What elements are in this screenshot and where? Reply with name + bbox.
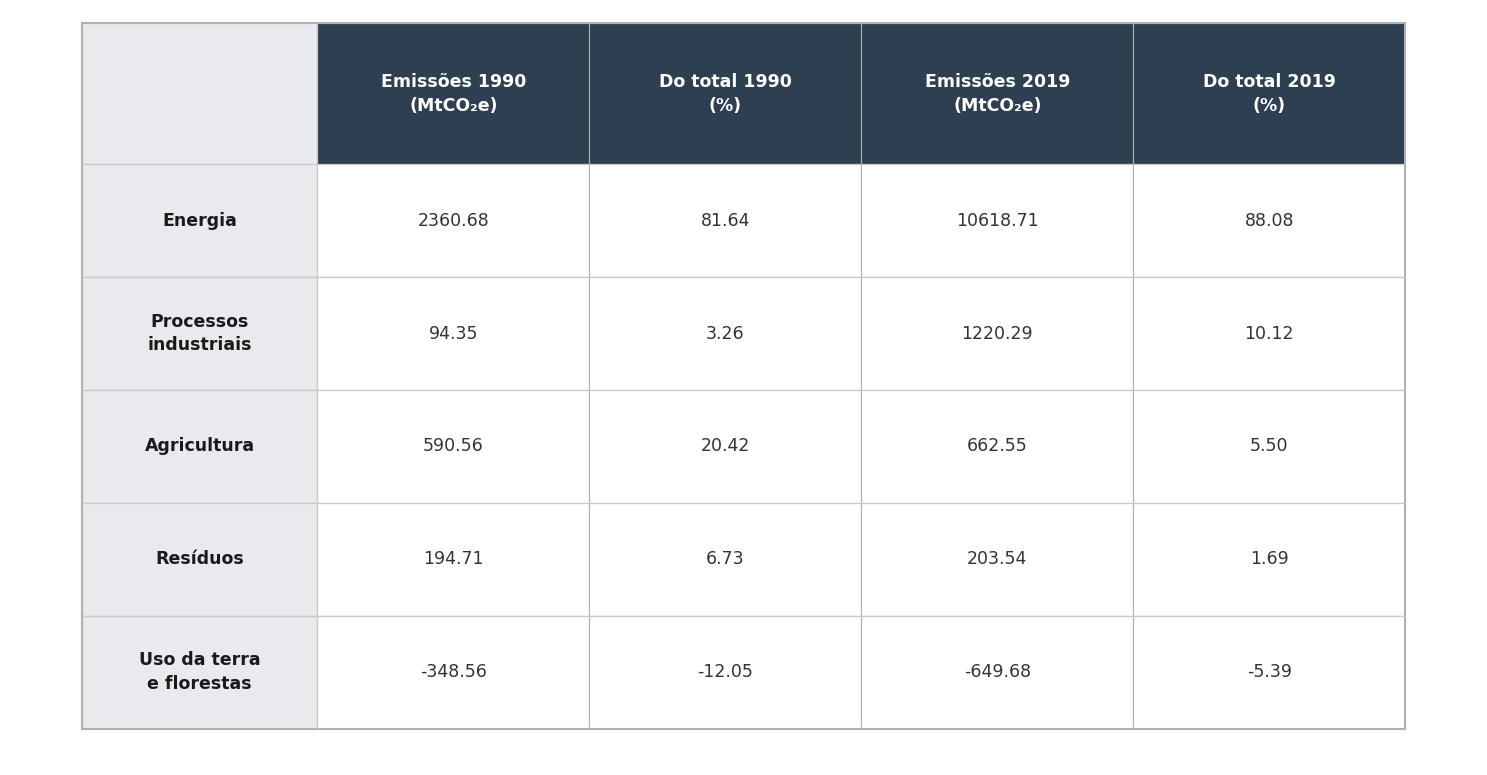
Bar (317, 615, 589, 728)
Text: 2360.68: 2360.68 (418, 212, 489, 229)
Bar (82, 390, 317, 503)
Bar (589, 277, 861, 390)
Text: 94.35: 94.35 (428, 325, 479, 343)
Bar (82, 615, 317, 728)
Text: 81.64: 81.64 (700, 212, 749, 229)
Text: 3.26: 3.26 (706, 325, 745, 343)
Bar (861, 164, 1133, 277)
Bar (589, 615, 861, 728)
Bar (82, 23, 1405, 728)
Bar (1133, 277, 1405, 390)
Bar (317, 503, 589, 615)
Bar (589, 390, 861, 503)
Text: 20.42: 20.42 (700, 437, 749, 456)
Bar (1133, 23, 1405, 164)
Text: Uso da terra
e florestas: Uso da terra e florestas (138, 651, 260, 693)
Text: Processos
industriais: Processos industriais (147, 313, 251, 354)
Text: Emissões 2019
(MtCO₂e): Emissões 2019 (MtCO₂e) (925, 73, 1071, 115)
Bar (861, 23, 1133, 164)
Text: 1.69: 1.69 (1251, 550, 1289, 568)
Bar (317, 390, 589, 503)
Bar (861, 277, 1133, 390)
Text: 88.08: 88.08 (1245, 212, 1294, 229)
Text: -649.68: -649.68 (964, 663, 1030, 681)
Text: 590.56: 590.56 (422, 437, 483, 456)
Bar (589, 503, 861, 615)
Bar (589, 23, 861, 164)
Bar (82, 164, 317, 277)
Bar (1133, 503, 1405, 615)
Bar (82, 23, 317, 164)
Text: 662.55: 662.55 (967, 437, 1028, 456)
Bar (861, 390, 1133, 503)
Bar (82, 277, 317, 390)
Text: Emissões 1990
(MtCO₂e): Emissões 1990 (MtCO₂e) (381, 73, 526, 115)
Text: -348.56: -348.56 (419, 663, 486, 681)
Bar (317, 277, 589, 390)
Bar (1133, 164, 1405, 277)
Text: 6.73: 6.73 (706, 550, 745, 568)
Text: Energia: Energia (162, 212, 236, 229)
Bar (82, 503, 317, 615)
Bar (861, 615, 1133, 728)
Text: -12.05: -12.05 (697, 663, 754, 681)
Text: 194.71: 194.71 (424, 550, 483, 568)
Bar (1133, 615, 1405, 728)
Bar (317, 23, 589, 164)
Text: 203.54: 203.54 (967, 550, 1028, 568)
Text: 10.12: 10.12 (1245, 325, 1294, 343)
Text: Agricultura: Agricultura (144, 437, 254, 456)
Text: 1220.29: 1220.29 (962, 325, 1033, 343)
Text: Do total 2019
(%): Do total 2019 (%) (1203, 73, 1335, 115)
Bar (861, 503, 1133, 615)
Bar (1133, 390, 1405, 503)
Text: Resíduos: Resíduos (155, 550, 244, 568)
Text: Do total 1990
(%): Do total 1990 (%) (659, 73, 791, 115)
Bar (317, 164, 589, 277)
Text: 5.50: 5.50 (1251, 437, 1288, 456)
Bar (589, 164, 861, 277)
Text: -5.39: -5.39 (1246, 663, 1292, 681)
Text: 10618.71: 10618.71 (956, 212, 1038, 229)
